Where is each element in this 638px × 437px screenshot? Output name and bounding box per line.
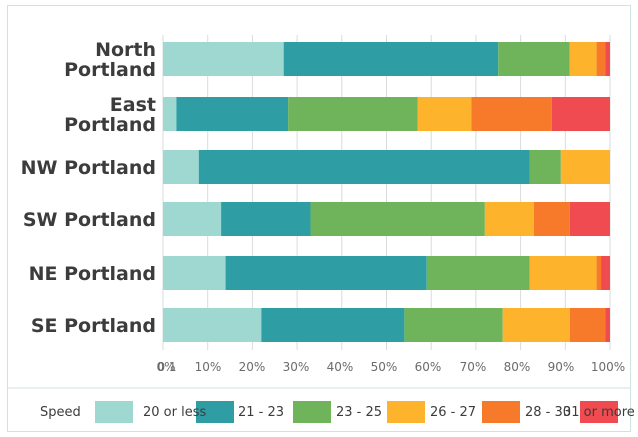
x-tick-label: 70% <box>460 360 487 374</box>
bar-segment <box>534 202 570 236</box>
legend-swatch <box>196 401 234 423</box>
bar-segment <box>560 150 610 184</box>
legend-swatch <box>293 401 331 423</box>
bar-segment <box>605 42 610 76</box>
x-tick-label: 0% <box>156 360 175 374</box>
bars <box>163 42 610 342</box>
bar-segment <box>283 42 499 76</box>
x-tick-label: 30% <box>283 360 310 374</box>
bar-segment <box>596 42 606 76</box>
x-tick-label: 20% <box>239 360 266 374</box>
category-label: SE Portland <box>31 315 156 337</box>
category-label: North <box>95 39 156 61</box>
bar-segment <box>596 256 602 290</box>
legend-title: Speed <box>40 405 81 420</box>
bar-segment <box>404 308 503 342</box>
legend-label: 28 - 30 <box>525 405 571 420</box>
bar-segment <box>417 97 472 131</box>
legend-label: 23 - 25 <box>336 405 382 420</box>
legend-swatch <box>387 401 425 423</box>
legend-swatch <box>482 401 520 423</box>
category-label: SW Portland <box>23 209 156 231</box>
bar-segment <box>163 202 222 236</box>
bar-segment <box>569 308 606 342</box>
x-tick-label: 10% <box>195 360 222 374</box>
bar-segment <box>569 202 610 236</box>
legend: Speed 20 or less 21 - 23 23 - 25 26 - 27 28 … <box>40 401 635 423</box>
bar-segment <box>498 42 570 76</box>
x-tick-label: 100% <box>591 360 625 374</box>
x-tick-label: 90% <box>548 360 575 374</box>
bar-segment <box>163 150 199 184</box>
bar-segment <box>176 97 289 131</box>
x-tick-label: 80% <box>504 360 531 374</box>
category-label: Portland <box>64 114 156 136</box>
legend-swatch <box>95 401 133 423</box>
x-tick-label: 60% <box>415 360 442 374</box>
bar-segment <box>163 97 177 131</box>
bar-segment <box>310 202 485 236</box>
bar-segment <box>471 97 552 131</box>
bar-segment <box>163 42 284 76</box>
bar-segment <box>288 97 418 131</box>
legend-label: 21 - 23 <box>238 405 284 420</box>
gridlines <box>162 35 611 350</box>
bar-segment <box>484 202 535 236</box>
x-tick-label: 40% <box>327 360 354 374</box>
bar-segment <box>163 256 226 290</box>
bar-segment <box>605 308 610 342</box>
bar-segment <box>426 256 530 290</box>
x-tick-label: 0 1 <box>157 360 176 374</box>
bar-segment <box>261 308 405 342</box>
legend-label: 31 or more <box>563 405 635 420</box>
category-label: NW Portland <box>21 157 156 179</box>
bar-segment <box>221 202 311 236</box>
bar-segment <box>225 256 427 290</box>
bar-segment <box>198 150 530 184</box>
bar-segment <box>529 150 561 184</box>
bar-segment <box>551 97 610 131</box>
legend-swatch <box>580 401 618 423</box>
x-tick-labels: 0 10% 10% 20% 30% 40% 50% 60% 70% 80% 90% 100% <box>156 360 625 374</box>
legend-label: 20 or less <box>143 405 206 420</box>
bar-segment <box>529 256 597 290</box>
category-label: NE Portland <box>29 263 156 285</box>
category-label: East <box>110 94 156 116</box>
category-label: Portland <box>64 59 156 81</box>
bar-segment <box>601 256 610 290</box>
bar-segment <box>163 308 262 342</box>
bar-segment <box>502 308 570 342</box>
x-tick-label: 50% <box>371 360 398 374</box>
legend-label: 26 - 27 <box>430 405 476 420</box>
bar-segment <box>569 42 597 76</box>
